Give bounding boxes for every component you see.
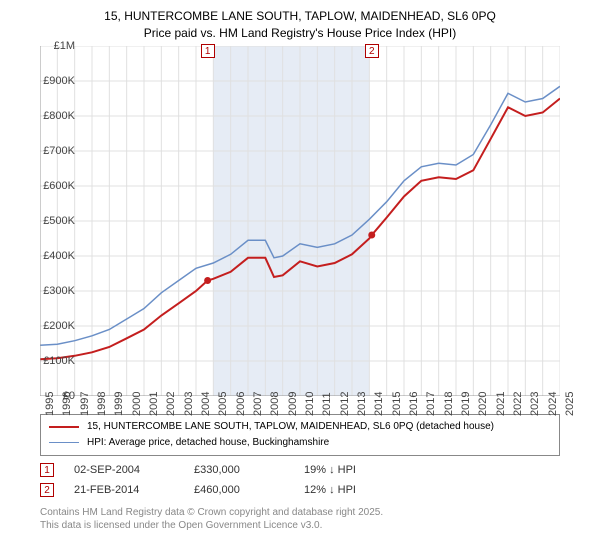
x-tick-label: 2020 — [477, 391, 489, 415]
x-tick-label: 2016 — [408, 391, 420, 415]
marker-label-1: 1 — [201, 44, 215, 58]
x-tick-label: 2005 — [217, 391, 229, 415]
transaction-date: 21-FEB-2014 — [74, 484, 194, 496]
legend-item: HPI: Average price, detached house, Buck… — [49, 435, 551, 451]
y-tick-label: £900K — [25, 75, 75, 87]
transaction-marker: 1 — [40, 463, 54, 477]
y-tick-label: £1M — [25, 40, 75, 52]
footer-line2: This data is licensed under the Open Gov… — [40, 519, 560, 532]
title-line2: Price paid vs. HM Land Registry's House … — [0, 25, 600, 42]
x-tick-label: 2003 — [183, 391, 195, 415]
legend-swatch — [49, 426, 79, 428]
transaction-marker: 2 — [40, 483, 54, 497]
x-tick-label: 1996 — [61, 391, 73, 415]
y-tick-label: £800K — [25, 110, 75, 122]
x-tick-label: 2009 — [287, 391, 299, 415]
chart-area: £0£100K£200K£300K£400K£500K£600K£700K£80… — [40, 46, 600, 406]
y-tick-label: £100K — [25, 355, 75, 367]
y-tick-label: £200K — [25, 320, 75, 332]
x-tick-label: 2013 — [356, 391, 368, 415]
transaction-hpi-delta: 12% ↓ HPI — [304, 484, 414, 496]
x-tick-label: 1999 — [113, 391, 125, 415]
transaction-row: 1 02-SEP-2004 £330,000 19% ↓ HPI — [40, 460, 560, 480]
transaction-date: 02-SEP-2004 — [74, 464, 194, 476]
x-tick-label: 2001 — [148, 391, 160, 415]
x-tick-label: 2002 — [165, 391, 177, 415]
x-tick-label: 2014 — [373, 391, 385, 415]
x-tick-label: 2022 — [512, 391, 524, 415]
x-tick-label: 2011 — [321, 392, 333, 416]
footer-attribution: Contains HM Land Registry data © Crown c… — [40, 506, 560, 532]
y-tick-label: £300K — [25, 285, 75, 297]
x-tick-label: 2024 — [547, 391, 559, 415]
x-tick-label: 2006 — [235, 391, 247, 415]
x-tick-label: 2023 — [529, 391, 541, 415]
x-tick-label: 2012 — [339, 391, 351, 415]
transaction-price: £460,000 — [194, 484, 304, 496]
line-chart-svg — [40, 46, 560, 396]
legend-label: HPI: Average price, detached house, Buck… — [87, 437, 329, 448]
x-tick-label: 2004 — [200, 391, 212, 415]
x-tick-label: 1998 — [96, 391, 108, 415]
y-tick-label: £600K — [25, 180, 75, 192]
legend-swatch — [49, 442, 79, 444]
x-tick-label: 2017 — [425, 391, 437, 415]
x-tick-label: 2019 — [460, 391, 472, 415]
y-tick-label: £500K — [25, 215, 75, 227]
legend-label: 15, HUNTERCOMBE LANE SOUTH, TAPLOW, MAID… — [87, 421, 494, 432]
transaction-price: £330,000 — [194, 464, 304, 476]
y-tick-label: £400K — [25, 250, 75, 262]
transaction-hpi-delta: 19% ↓ HPI — [304, 464, 414, 476]
transactions-table: 1 02-SEP-2004 £330,000 19% ↓ HPI 2 21-FE… — [40, 460, 560, 500]
title-line1: 15, HUNTERCOMBE LANE SOUTH, TAPLOW, MAID… — [0, 8, 600, 25]
legend-box: 15, HUNTERCOMBE LANE SOUTH, TAPLOW, MAID… — [40, 414, 560, 456]
x-tick-label: 2021 — [495, 391, 507, 415]
x-tick-label: 1997 — [79, 391, 91, 415]
x-tick-label: 2010 — [304, 391, 316, 415]
chart-container: { "title": { "line1": "15, HUNTERCOMBE L… — [0, 0, 600, 560]
x-tick-label: 2018 — [443, 391, 455, 415]
x-tick-label: 2008 — [269, 391, 281, 415]
chart-title: 15, HUNTERCOMBE LANE SOUTH, TAPLOW, MAID… — [0, 0, 600, 46]
footer-line1: Contains HM Land Registry data © Crown c… — [40, 506, 560, 519]
marker-label-2: 2 — [365, 44, 379, 58]
transaction-row: 2 21-FEB-2014 £460,000 12% ↓ HPI — [40, 480, 560, 500]
x-tick-label: 2025 — [564, 391, 576, 415]
x-tick-label: 2015 — [391, 391, 403, 415]
x-tick-label: 1995 — [44, 391, 56, 415]
x-tick-label: 2000 — [131, 391, 143, 415]
legend-item: 15, HUNTERCOMBE LANE SOUTH, TAPLOW, MAID… — [49, 419, 551, 435]
x-tick-label: 2007 — [252, 391, 264, 415]
y-tick-label: £700K — [25, 145, 75, 157]
